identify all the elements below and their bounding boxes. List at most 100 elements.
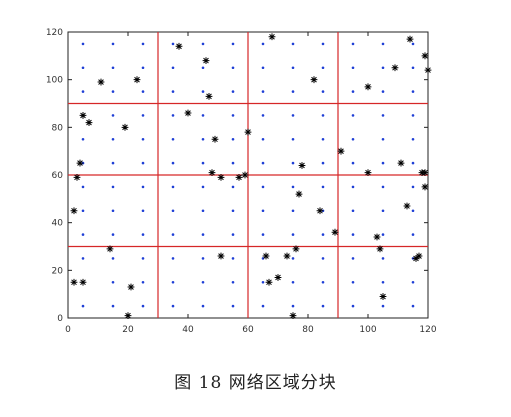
grid-dot	[291, 42, 295, 46]
asterisk-stroke	[217, 173, 225, 181]
grid-dot	[201, 114, 205, 117]
grid-dot	[201, 161, 205, 165]
grid-dot	[381, 66, 385, 70]
grid-dot	[291, 257, 295, 260]
asterisk-point	[76, 159, 84, 167]
asterisk-stroke	[364, 169, 372, 177]
grid-dot	[111, 90, 115, 93]
asterisk-stroke	[337, 147, 345, 155]
y-tick-label: 0	[57, 314, 63, 324]
asterisk-point	[235, 173, 243, 181]
grid-dot	[351, 233, 355, 236]
grid-dot	[261, 137, 265, 141]
grid-dot	[351, 209, 355, 213]
grid-dot	[321, 185, 325, 189]
grid-dot	[411, 304, 415, 308]
y-tick-label: 80	[52, 123, 64, 133]
grid-dot	[171, 90, 175, 93]
grid-dot	[81, 304, 85, 308]
grid-dot	[141, 161, 145, 165]
grid-dot	[321, 304, 325, 308]
asterisk-point	[265, 278, 273, 286]
asterisk-stroke	[97, 78, 105, 86]
grid-dot	[111, 42, 115, 46]
asterisk-stroke	[415, 252, 423, 260]
grid-dot	[321, 90, 325, 93]
grid-dot	[111, 66, 115, 70]
grid-dot	[411, 90, 415, 93]
asterisk-stroke	[241, 171, 249, 179]
x-tick-label: 40	[182, 325, 194, 335]
asterisk-stroke	[265, 278, 273, 286]
asterisk-stroke	[70, 278, 78, 286]
x-tick-label: 20	[122, 325, 134, 335]
grid-dot	[201, 280, 205, 284]
grid-dot	[141, 66, 145, 70]
grid-dot	[351, 66, 355, 70]
asterisk-point	[106, 245, 114, 253]
grid-dot	[81, 66, 85, 70]
grid-dot	[291, 137, 295, 141]
grid-dot	[171, 114, 175, 117]
asterisk-point	[289, 312, 297, 320]
grid-dot	[141, 304, 145, 308]
grid-dot	[231, 257, 235, 260]
asterisk-point	[175, 42, 183, 50]
asterisk-stroke	[106, 245, 114, 253]
asterisk-point	[244, 128, 252, 136]
asterisk-point	[79, 112, 87, 119]
asterisk-point	[70, 278, 78, 286]
grid-dot	[201, 304, 205, 308]
grid-dot	[381, 257, 385, 260]
grid-dot	[231, 42, 235, 46]
asterisk-stroke	[244, 128, 252, 136]
asterisk-point	[79, 278, 87, 286]
y-tick-label: 20	[52, 266, 64, 276]
grid-dot	[201, 137, 205, 141]
grid-dot	[261, 209, 265, 213]
grid-dot	[381, 114, 385, 117]
grid-dot	[81, 257, 85, 260]
grid-dot	[171, 185, 175, 189]
asterisk-point	[241, 171, 249, 179]
grid-dot	[111, 257, 115, 260]
grid-dot	[201, 233, 205, 236]
grid-dot	[351, 90, 355, 93]
asterisk-point	[70, 207, 78, 215]
grid-dot	[111, 304, 115, 308]
asterisk-point	[379, 293, 387, 300]
grid-dot	[231, 137, 235, 141]
asterisk-stroke	[217, 252, 225, 260]
asterisk-stroke	[73, 173, 81, 181]
grid-dot	[141, 209, 145, 213]
grid-dot	[141, 185, 145, 189]
asterisk-stroke	[379, 293, 387, 300]
asterisk-point	[421, 169, 429, 177]
asterisk-point	[205, 92, 213, 100]
grid-dot	[381, 233, 385, 236]
asterisk-stroke	[268, 33, 276, 41]
grid-dot	[321, 233, 325, 236]
asterisk-stroke	[127, 283, 135, 291]
grid-dot	[411, 114, 415, 117]
asterisk-stroke	[211, 135, 219, 143]
y-tick-label: 120	[46, 28, 63, 38]
grid-dot	[231, 161, 235, 165]
grid-dot	[381, 90, 385, 93]
grid-dot	[381, 185, 385, 189]
grid-dot	[111, 280, 115, 284]
grid-dot	[381, 280, 385, 284]
asterisk-stroke	[421, 183, 429, 191]
asterisk-stroke	[373, 233, 381, 241]
grid-dot	[111, 209, 115, 213]
grid-dot	[231, 90, 235, 93]
asterisk-point	[373, 233, 381, 241]
grid-dot	[111, 233, 115, 236]
asterisk-stroke	[421, 169, 429, 177]
grid-dot	[351, 161, 355, 165]
grid-dot	[321, 42, 325, 46]
grid-dot	[351, 114, 355, 117]
asterisk-point	[97, 78, 105, 86]
asterisk-stroke	[295, 190, 303, 198]
x-tick-label: 120	[419, 325, 436, 335]
